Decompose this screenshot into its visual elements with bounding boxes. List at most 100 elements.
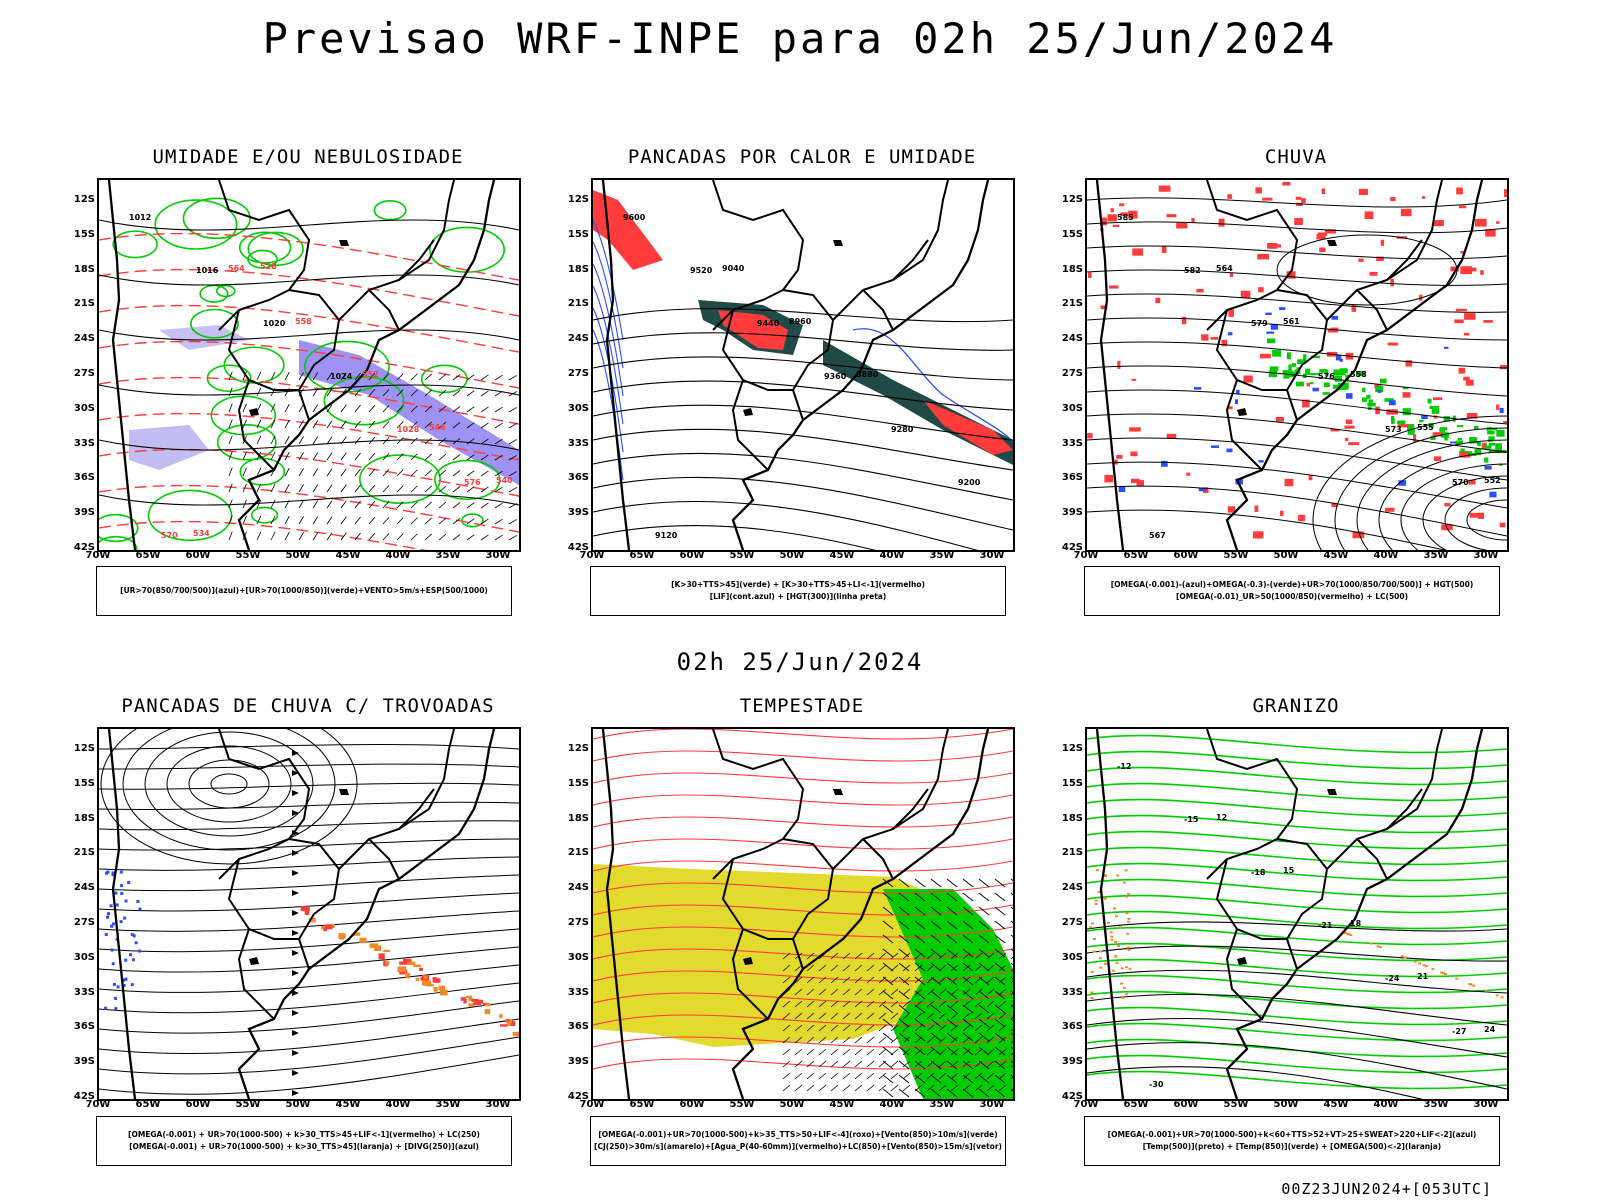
wind-vector [890, 1024, 899, 1032]
omega500-orange [1111, 969, 1115, 972]
streamline-arrowhead [292, 1030, 299, 1036]
lc250-gyre [122, 729, 336, 851]
wind-vector [284, 483, 290, 493]
wind-vector [396, 373, 404, 381]
divg-cell-blue [104, 1006, 108, 1010]
omega-cell-green [1456, 425, 1464, 428]
wind-vector [782, 1000, 791, 1008]
wind-vector-strong [882, 962, 894, 972]
wind-vector-strong [962, 962, 974, 972]
lat-label: 15S [1061, 777, 1083, 789]
rain-cell-red [1227, 506, 1236, 513]
wind-vector-strong [962, 1074, 974, 1084]
wind-vector-strong [1010, 948, 1013, 952]
divg-cell-blue [132, 934, 136, 938]
lif-contour-blue [593, 219, 624, 341]
rain-cell-red [1433, 456, 1442, 461]
wind-vector [818, 964, 827, 972]
contour-label: 9040 [722, 264, 745, 273]
lon-label: 30W [979, 1099, 1005, 1110]
map-svg-umidade: 1012 1016 1020 1024 1028 576 570 564 558 552 546 54… [99, 180, 519, 550]
wind-vector [438, 533, 447, 541]
omega500-orange [1442, 972, 1446, 975]
rain-cell-red [1380, 239, 1385, 246]
omega-cell-green [1303, 354, 1307, 362]
rain-cell-red [1375, 406, 1380, 415]
wind-vector [1010, 956, 1013, 960]
streamline-black [1087, 437, 1507, 481]
wind-vector [452, 422, 461, 429]
wind-vector [312, 468, 319, 477]
thunder-cell [308, 917, 316, 923]
wind-vector [242, 467, 247, 477]
lon-label: 70W [579, 1099, 605, 1110]
rain-cell-red [1201, 334, 1209, 341]
rain-cell-red [1345, 437, 1349, 442]
wind-vector [284, 451, 290, 461]
rain-cell-red [1386, 409, 1398, 415]
thickness-dashed-red [99, 484, 519, 533]
omega-cell-blue [1194, 387, 1202, 390]
wind-vector-strong [882, 976, 894, 986]
lc850-streamline-red [593, 729, 1013, 740]
thunder-cell [399, 961, 407, 965]
omega-cell-green [1384, 398, 1394, 402]
divg-cell-blue [114, 996, 118, 1000]
rain-cell-red [1129, 427, 1141, 432]
wind-vector-strong [994, 1060, 1006, 1070]
wind-vector [354, 532, 361, 541]
lat-label: 42S [567, 542, 589, 553]
wind-vector [368, 404, 376, 413]
rain-cell-red [1480, 270, 1484, 275]
wind-vector [842, 1072, 851, 1080]
omega500-orange [1424, 965, 1428, 968]
wind-vector-strong [962, 906, 974, 916]
omega-cell-green [1362, 387, 1366, 393]
omega-cell-blue [1270, 324, 1279, 330]
rain-cell-red [1421, 196, 1426, 199]
streamline-black [1087, 461, 1507, 509]
wind-vector [410, 485, 418, 493]
wind-vector [326, 404, 333, 413]
contour-label: 15 [1283, 866, 1295, 875]
wind-vector [854, 1072, 863, 1080]
wind-vector [998, 1048, 1007, 1056]
omega-cell-green [1397, 420, 1406, 425]
lat-label: 33S [567, 986, 589, 998]
wind-vector-strong [1010, 1004, 1013, 1008]
wind-vector [312, 388, 319, 397]
wind-vector-strong [914, 1004, 926, 1014]
hgt300-contour-black [593, 428, 1013, 471]
wind-vector [938, 988, 947, 996]
wind-vector [950, 988, 959, 996]
temp850-green [1087, 782, 1507, 802]
lat-label: 36S [73, 1021, 95, 1033]
wind-vector-strong [882, 906, 894, 916]
temp500-black [1087, 945, 1507, 962]
wind-vector [312, 516, 319, 525]
omega500-orange [1455, 977, 1459, 980]
wind-vector [466, 406, 475, 413]
wind-vector [854, 976, 863, 984]
wind-vector [866, 1048, 875, 1056]
wind-vector-strong [962, 892, 974, 902]
temp850-green [1087, 734, 1507, 754]
streamline-arrowhead [292, 930, 299, 936]
rain-cell-red [1465, 379, 1474, 386]
lc250-gyre [210, 773, 248, 795]
lat-label: 30S [73, 402, 95, 414]
wind-vector-strong [1010, 1032, 1013, 1036]
divg-cell-blue [130, 933, 134, 937]
map-panel-tempestade [591, 727, 1015, 1101]
wind-vector [340, 372, 347, 381]
lat-label: 36S [73, 472, 95, 484]
lon-label: 55W [1223, 550, 1249, 561]
wind-vector [866, 1012, 875, 1020]
omega500-orange [1349, 934, 1353, 937]
wind-vector-strong [946, 1018, 958, 1028]
wind-vector [298, 372, 304, 381]
wind-vector [974, 1048, 983, 1056]
country-borders [1206, 180, 1443, 471]
ur-contour-green [147, 489, 233, 542]
lon-label: 40W [385, 550, 411, 561]
